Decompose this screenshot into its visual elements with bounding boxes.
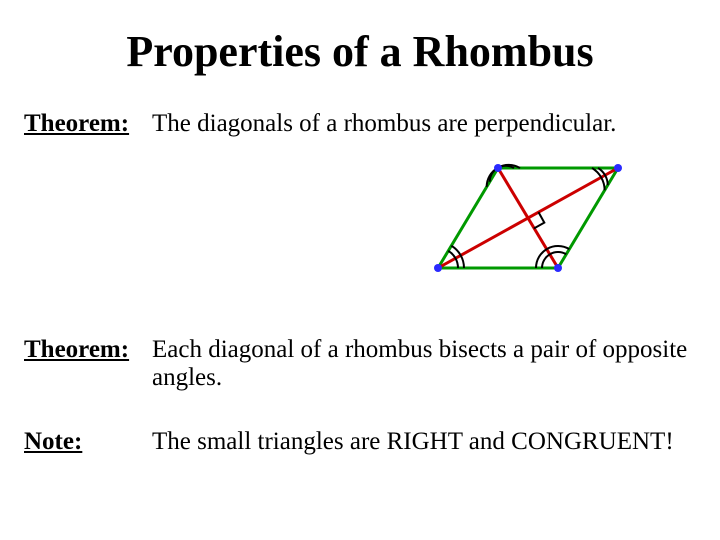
page-title: Properties of a Rhombus [0, 28, 720, 76]
figure-container [24, 148, 696, 288]
theorem-label: Theorem: [24, 110, 152, 138]
theorem-label: Theorem: [24, 336, 152, 364]
rhombus-diagram [408, 148, 636, 288]
theorem-text: Each diagonal of a rhombus bisects a pai… [152, 336, 696, 392]
note-text: The small triangles are RIGHT and CONGRU… [152, 428, 696, 456]
content-area: Theorem: The diagonals of a rhombus are … [0, 110, 720, 456]
note-row: Note: The small triangles are RIGHT and … [24, 428, 696, 456]
theorem-text: The diagonals of a rhombus are perpendic… [152, 110, 696, 138]
theorem-row-1: Theorem: The diagonals of a rhombus are … [24, 110, 696, 138]
theorem-row-2: Theorem: Each diagonal of a rhombus bise… [24, 336, 696, 392]
note-label: Note: [24, 428, 152, 456]
